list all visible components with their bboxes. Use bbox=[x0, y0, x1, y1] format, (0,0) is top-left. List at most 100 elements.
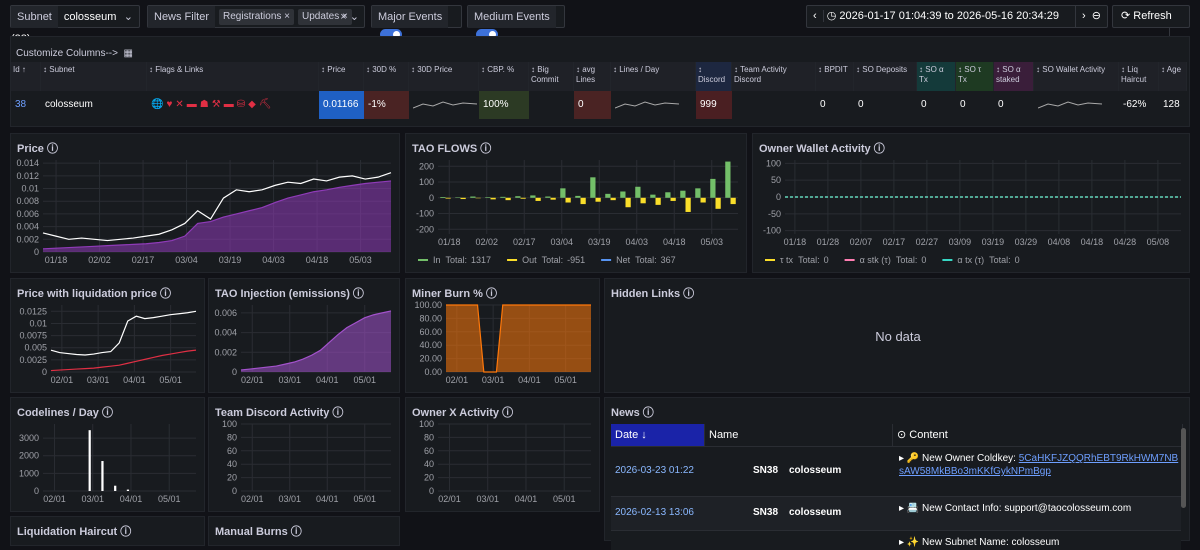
y-tick-label: 0 bbox=[232, 486, 237, 496]
y-tick-label: 0 bbox=[42, 367, 47, 377]
x-tick-label: 02/17 bbox=[132, 255, 155, 265]
news-date: 2026-03-23 01:22 bbox=[615, 465, 694, 476]
header-text: SO τ Tx bbox=[958, 65, 981, 84]
header-text: Id bbox=[13, 65, 20, 74]
column-header: ↕ 30D Price bbox=[409, 62, 479, 91]
label: Major Events bbox=[372, 6, 448, 28]
x-tick-label: 02/01 bbox=[446, 375, 469, 385]
x-tick-label: 04/03 bbox=[262, 255, 285, 265]
header-text: 30D Price bbox=[417, 65, 452, 74]
column-header: ↕ SO Deposits bbox=[854, 62, 917, 91]
y-tick-label: 0.005 bbox=[24, 343, 47, 353]
header-text: Flags & Links bbox=[155, 65, 203, 74]
cell-text: colosseum bbox=[45, 99, 93, 110]
legend-total-label: Total: bbox=[446, 255, 468, 265]
x-tick-label: 02/02 bbox=[475, 237, 498, 247]
y-tick-label: -100 bbox=[763, 226, 781, 236]
legend-total: 0 bbox=[921, 255, 926, 265]
header-text: 30D % bbox=[372, 65, 396, 74]
cell: 🌐♥✕▬☗⚒▬⛁◆⛏ bbox=[147, 91, 319, 119]
column-header: ↕ Price bbox=[319, 62, 364, 91]
bar bbox=[665, 192, 670, 198]
y-tick-label: 100 bbox=[419, 177, 434, 187]
cell bbox=[732, 91, 816, 119]
cell-text: 0 bbox=[998, 99, 1004, 110]
time-range[interactable]: ‹ ◷ 2026-01-17 01:04:39 to 2026-05-16 20… bbox=[806, 5, 1108, 28]
cell-text: 999 bbox=[700, 99, 717, 110]
column-header: ↕ Liq Haircut bbox=[1119, 62, 1159, 91]
y-tick-label: 0 bbox=[429, 193, 434, 203]
bar bbox=[575, 196, 580, 198]
news-sn: SN38 bbox=[753, 465, 778, 476]
no-data: No data bbox=[605, 279, 1191, 394]
y-tick-label: 0.006 bbox=[214, 308, 237, 318]
y-tick-label: 1000 bbox=[19, 468, 39, 478]
header-text: avg Lines bbox=[576, 65, 595, 84]
y-tick-label: 0.0125 bbox=[19, 306, 47, 316]
bar bbox=[611, 198, 616, 200]
panel-title: News ⓘ bbox=[611, 404, 654, 420]
bar bbox=[560, 188, 565, 197]
y-tick-label: 50 bbox=[771, 175, 781, 185]
x-tick-label: 04/28 bbox=[1114, 237, 1137, 247]
x-tick-label: 05/01 bbox=[554, 375, 577, 385]
header-text: Big Commit bbox=[531, 65, 559, 84]
cell-text: 0 bbox=[960, 99, 966, 110]
tag-text: Updates bbox=[302, 11, 339, 22]
y-tick-label: 100 bbox=[419, 419, 434, 429]
bar bbox=[521, 198, 526, 199]
bar bbox=[581, 198, 586, 204]
y-tick-label: 0.01 bbox=[21, 184, 39, 194]
column-header: ↕ Discord bbox=[696, 62, 732, 91]
label: Medium Events bbox=[468, 6, 556, 28]
x-tick-label: 04/08 bbox=[1048, 237, 1071, 247]
legend-swatch bbox=[765, 259, 775, 261]
y-tick-label: 60.00 bbox=[419, 327, 442, 337]
header-text: Discord bbox=[698, 75, 725, 84]
legend-name: In bbox=[433, 255, 441, 265]
column-header: ↕ Subnet bbox=[41, 62, 147, 91]
column-header: ↕ 30D % bbox=[364, 62, 409, 91]
y-tick-label: 0.004 bbox=[214, 328, 237, 338]
y-tick-label: 20 bbox=[424, 473, 434, 483]
legend-name: Out bbox=[522, 255, 537, 265]
bar bbox=[686, 198, 691, 212]
cell: colosseum bbox=[41, 91, 147, 119]
cell-text: -62% bbox=[1123, 99, 1146, 110]
refresh-button[interactable]: ⟳ Refresh ⌄ bbox=[1112, 5, 1190, 28]
bar bbox=[101, 461, 103, 491]
major-toggle[interactable]: Major Events bbox=[371, 5, 462, 28]
bar bbox=[701, 198, 706, 203]
bar bbox=[114, 486, 116, 491]
zoom: › ⊖ bbox=[1075, 6, 1107, 27]
cell bbox=[611, 91, 696, 119]
y-tick-label: 0.002 bbox=[16, 234, 39, 244]
y-tick-label: 0.00 bbox=[424, 367, 442, 377]
y-tick-label: 40 bbox=[227, 459, 237, 469]
y-tick-label: 80.00 bbox=[419, 313, 442, 323]
column-header: ↕ Team Activity Discord bbox=[732, 62, 816, 91]
x-tick-label: 04/18 bbox=[1081, 237, 1104, 247]
bar bbox=[716, 198, 721, 209]
x-tick-label: 04/01 bbox=[518, 375, 541, 385]
legend-total-label: Total: bbox=[635, 255, 657, 265]
customize-link[interactable]: Customize Columns--> ▦ bbox=[16, 48, 133, 59]
x-tick-label: 05/03 bbox=[700, 237, 723, 247]
legend-total-label: Total: bbox=[896, 255, 918, 265]
bar bbox=[650, 195, 655, 198]
y-tick-label: 0 bbox=[776, 192, 781, 202]
y-tick-label: 20 bbox=[227, 473, 237, 483]
medium-toggle[interactable]: Medium Events bbox=[467, 5, 565, 28]
y-tick-label: 100.00 bbox=[414, 300, 442, 310]
x-tick-label: 05/08 bbox=[1147, 237, 1170, 247]
legend-name: α tx (τ) bbox=[957, 255, 984, 265]
cell bbox=[409, 91, 479, 119]
y-tick-label: 40 bbox=[424, 459, 434, 469]
bar bbox=[710, 179, 715, 198]
